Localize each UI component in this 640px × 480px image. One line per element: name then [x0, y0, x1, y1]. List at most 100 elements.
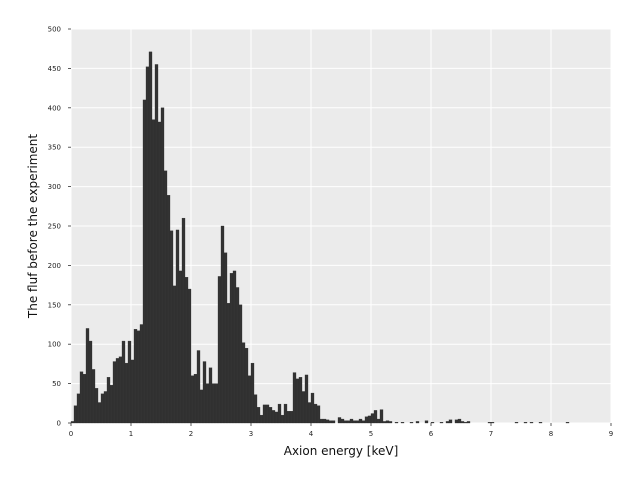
histogram-bar	[514, 422, 519, 424]
histogram-bar	[265, 404, 270, 424]
histogram-bar	[358, 418, 363, 424]
histogram-bar	[262, 404, 267, 424]
histogram-bar	[277, 403, 282, 424]
histogram-bar	[364, 416, 369, 424]
histogram-bar	[157, 121, 162, 424]
histogram-bar	[466, 421, 471, 424]
x-tick-label: 2	[189, 430, 193, 438]
histogram-bar	[457, 418, 462, 424]
histogram-bar	[370, 413, 375, 424]
y-tick-label: 350	[48, 144, 61, 152]
histogram-bar	[274, 411, 279, 424]
histogram-bar	[400, 422, 405, 424]
histogram-bar	[100, 393, 105, 424]
histogram-bar	[229, 273, 234, 424]
histogram-bar	[331, 420, 336, 424]
histogram-bar	[424, 420, 429, 424]
histogram-bar	[82, 373, 87, 424]
histogram-bar	[223, 252, 228, 424]
histogram-bar	[109, 385, 114, 424]
histogram-bar	[322, 418, 327, 424]
histogram-bar	[289, 411, 294, 424]
histogram-bar	[88, 340, 93, 424]
histogram-bar	[220, 225, 225, 424]
histogram-bar	[367, 415, 372, 424]
histogram-bar	[355, 420, 360, 424]
histogram-bar	[205, 383, 210, 424]
histogram-bar	[253, 394, 258, 424]
histogram-bar	[409, 422, 414, 424]
histogram-bar	[247, 375, 252, 424]
histogram-bar	[181, 217, 186, 424]
y-tick-label: 100	[48, 341, 61, 349]
histogram-bar	[373, 410, 378, 424]
histogram-bar	[529, 422, 534, 424]
histogram-bar	[148, 51, 153, 424]
histogram-bar	[523, 422, 528, 424]
histogram-bar	[250, 362, 255, 424]
histogram-bar	[91, 369, 96, 424]
histogram-bar	[232, 270, 237, 424]
histogram-bar	[388, 421, 393, 424]
histogram-bar	[445, 421, 450, 424]
histogram-bar	[169, 230, 174, 424]
histogram-bars	[70, 51, 570, 424]
y-tick-label: 0	[57, 420, 61, 428]
histogram-bar	[199, 389, 204, 424]
histogram-bar	[163, 170, 168, 424]
histogram-bar	[382, 421, 387, 424]
histogram-bar	[310, 392, 315, 424]
y-tick-label: 300	[48, 183, 61, 191]
histogram-bar	[280, 414, 285, 424]
histogram-bar	[73, 405, 78, 424]
histogram-bar	[124, 362, 129, 424]
histogram-bar	[154, 64, 159, 424]
histogram-bar	[430, 422, 435, 424]
histogram-bar	[565, 422, 570, 424]
x-tick-label: 3	[249, 430, 253, 438]
y-axis-title: The fluf before the experiment	[26, 134, 40, 319]
histogram-bar	[307, 402, 312, 424]
histogram-bar	[94, 388, 99, 424]
histogram-bar	[151, 119, 156, 424]
histogram-bar	[208, 367, 213, 424]
histogram-bar	[97, 402, 102, 424]
histogram-bar	[211, 383, 216, 424]
x-tick-label: 6	[429, 430, 434, 438]
histogram-bar	[160, 107, 165, 424]
histogram-bar	[133, 329, 138, 424]
histogram-bar	[463, 422, 468, 424]
histogram-bar	[115, 358, 120, 424]
histogram-bar	[415, 421, 420, 424]
histogram-bar	[85, 328, 90, 424]
histogram-bar	[226, 303, 231, 424]
y-tick-label: 150	[48, 301, 61, 309]
histogram-bar	[136, 330, 141, 424]
histogram-bar	[283, 403, 288, 424]
histogram-bar	[325, 419, 330, 424]
histogram-bar	[448, 419, 453, 424]
histogram-bar	[439, 422, 444, 424]
histogram-bar	[190, 375, 195, 424]
histogram-bar	[538, 422, 543, 424]
x-axis-title: Axion energy [keV]	[284, 444, 399, 458]
histogram-bar	[130, 359, 135, 424]
histogram-bar	[70, 421, 75, 424]
y-tick-label: 50	[52, 380, 61, 388]
histogram-bar	[394, 422, 399, 424]
histogram-bar	[166, 195, 171, 424]
histogram-bar	[187, 288, 192, 424]
histogram-bar	[349, 418, 354, 424]
histogram-bar	[337, 417, 342, 424]
histogram-bar	[235, 287, 240, 424]
x-tick-label: 8	[549, 430, 553, 438]
histogram-bar	[313, 403, 318, 424]
histogram-bar	[259, 414, 264, 424]
histogram-bar	[340, 418, 345, 424]
x-tick-label: 5	[369, 430, 373, 438]
histogram-bar	[268, 407, 273, 424]
histogram-bar	[103, 391, 108, 424]
y-tick-label: 250	[48, 223, 61, 231]
histogram-bar	[202, 361, 207, 424]
